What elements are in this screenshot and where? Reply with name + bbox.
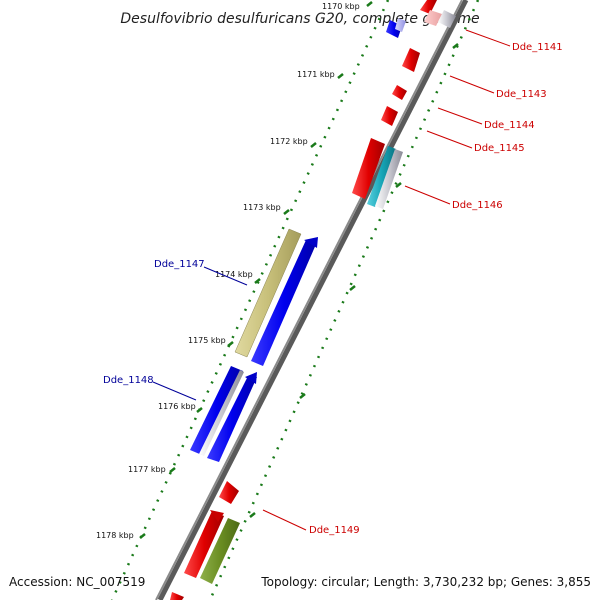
gene-feature-pale[interactable] [395,18,406,32]
leader-line [465,29,511,47]
gene-arrowhead [245,372,257,384]
kbp-label: 1170 kbp [322,2,360,11]
gene-feature-grey[interactable] [199,370,244,456]
gene-labels: Dde_1141 Dde_1143 Dde_1144 Dde_1145 Dde_… [103,29,563,536]
gene-label[interactable]: Dde_1141 [512,42,563,53]
kbp-label: 1173 kbp [243,203,281,212]
outer-tick [395,182,402,188]
outer-ticks [249,43,459,518]
gene-feature-blue[interactable] [190,366,243,455]
major-tick [169,467,176,473]
backbone-track [155,0,469,600]
gene-label[interactable]: Dde_1145 [474,143,525,154]
kbp-label: 1178 kbp [96,531,134,540]
major-tick [254,278,261,284]
major-tick [227,341,234,347]
gene-label[interactable]: Dde_1144 [484,120,535,131]
gene-feature-red[interactable] [420,0,437,14]
gene-feature-pink[interactable] [424,10,442,26]
gene-feature-cyan[interactable] [367,146,396,207]
outer-tick [249,512,256,518]
gene-feature-blue[interactable] [207,376,257,462]
outer-tick [299,393,306,399]
backbone-shadow [157,0,469,600]
major-tick [139,533,146,539]
accession-text: Accession: NC_007519 [9,575,145,589]
leader-line [449,75,495,94]
gene-feature-red[interactable] [402,48,420,72]
kbp-label: 1177 kbp [128,465,166,474]
leader-line [437,107,483,125]
gene-label[interactable]: Dde_1148 [103,375,154,386]
kbp-labels: 1170 kbp 1171 kbp 1172 kbp 1173 kbp 1174… [96,2,360,540]
genome-summary-text: Topology: circular; Length: 3,730,232 bp… [260,575,591,589]
major-tick [310,142,317,148]
leader-line [404,185,451,205]
outer-tick [349,285,356,291]
kbp-label: 1176 kbp [158,402,196,411]
gene-feature-grey[interactable] [375,149,403,209]
gene-feature-khaki[interactable] [234,228,302,358]
gene-feature-red[interactable] [184,511,224,578]
kbp-label: 1174 kbp [215,270,253,279]
forward-features [352,0,456,209]
gene-label[interactable]: Dde_1147 [154,259,205,270]
kbp-label: 1175 kbp [188,336,226,345]
backbone-line [155,0,463,600]
major-ticks [139,1,373,539]
gene-feature-red[interactable] [219,481,239,504]
gene-label[interactable]: Dde_1146 [452,200,503,211]
major-tick [337,73,344,79]
leader-line [426,130,473,149]
kbp-label: 1171 kbp [297,70,335,79]
major-tick [283,209,290,215]
gene-label[interactable]: Dde_1143 [496,89,547,100]
reverse-features [170,228,318,600]
gene-label[interactable]: Dde_1149 [309,525,360,536]
gene-feature-red[interactable] [381,106,398,126]
gene-feature-red[interactable] [170,592,184,600]
gene-feature-olive[interactable] [200,518,240,584]
kbp-label: 1172 kbp [270,137,308,146]
gene-feature-blue[interactable] [251,240,317,366]
leader-line [203,266,248,286]
gene-arrowhead [210,510,224,522]
major-tick [366,1,373,7]
gene-feature-grey[interactable] [438,10,456,28]
tick-track-inner [110,0,390,600]
gene-feature-red[interactable] [352,138,385,199]
outer-tick [452,43,459,49]
major-tick [196,407,203,413]
gene-feature-red[interactable] [392,85,407,100]
leader-line [262,509,307,531]
gene-arrowhead [304,237,318,248]
leader-line [152,381,197,401]
